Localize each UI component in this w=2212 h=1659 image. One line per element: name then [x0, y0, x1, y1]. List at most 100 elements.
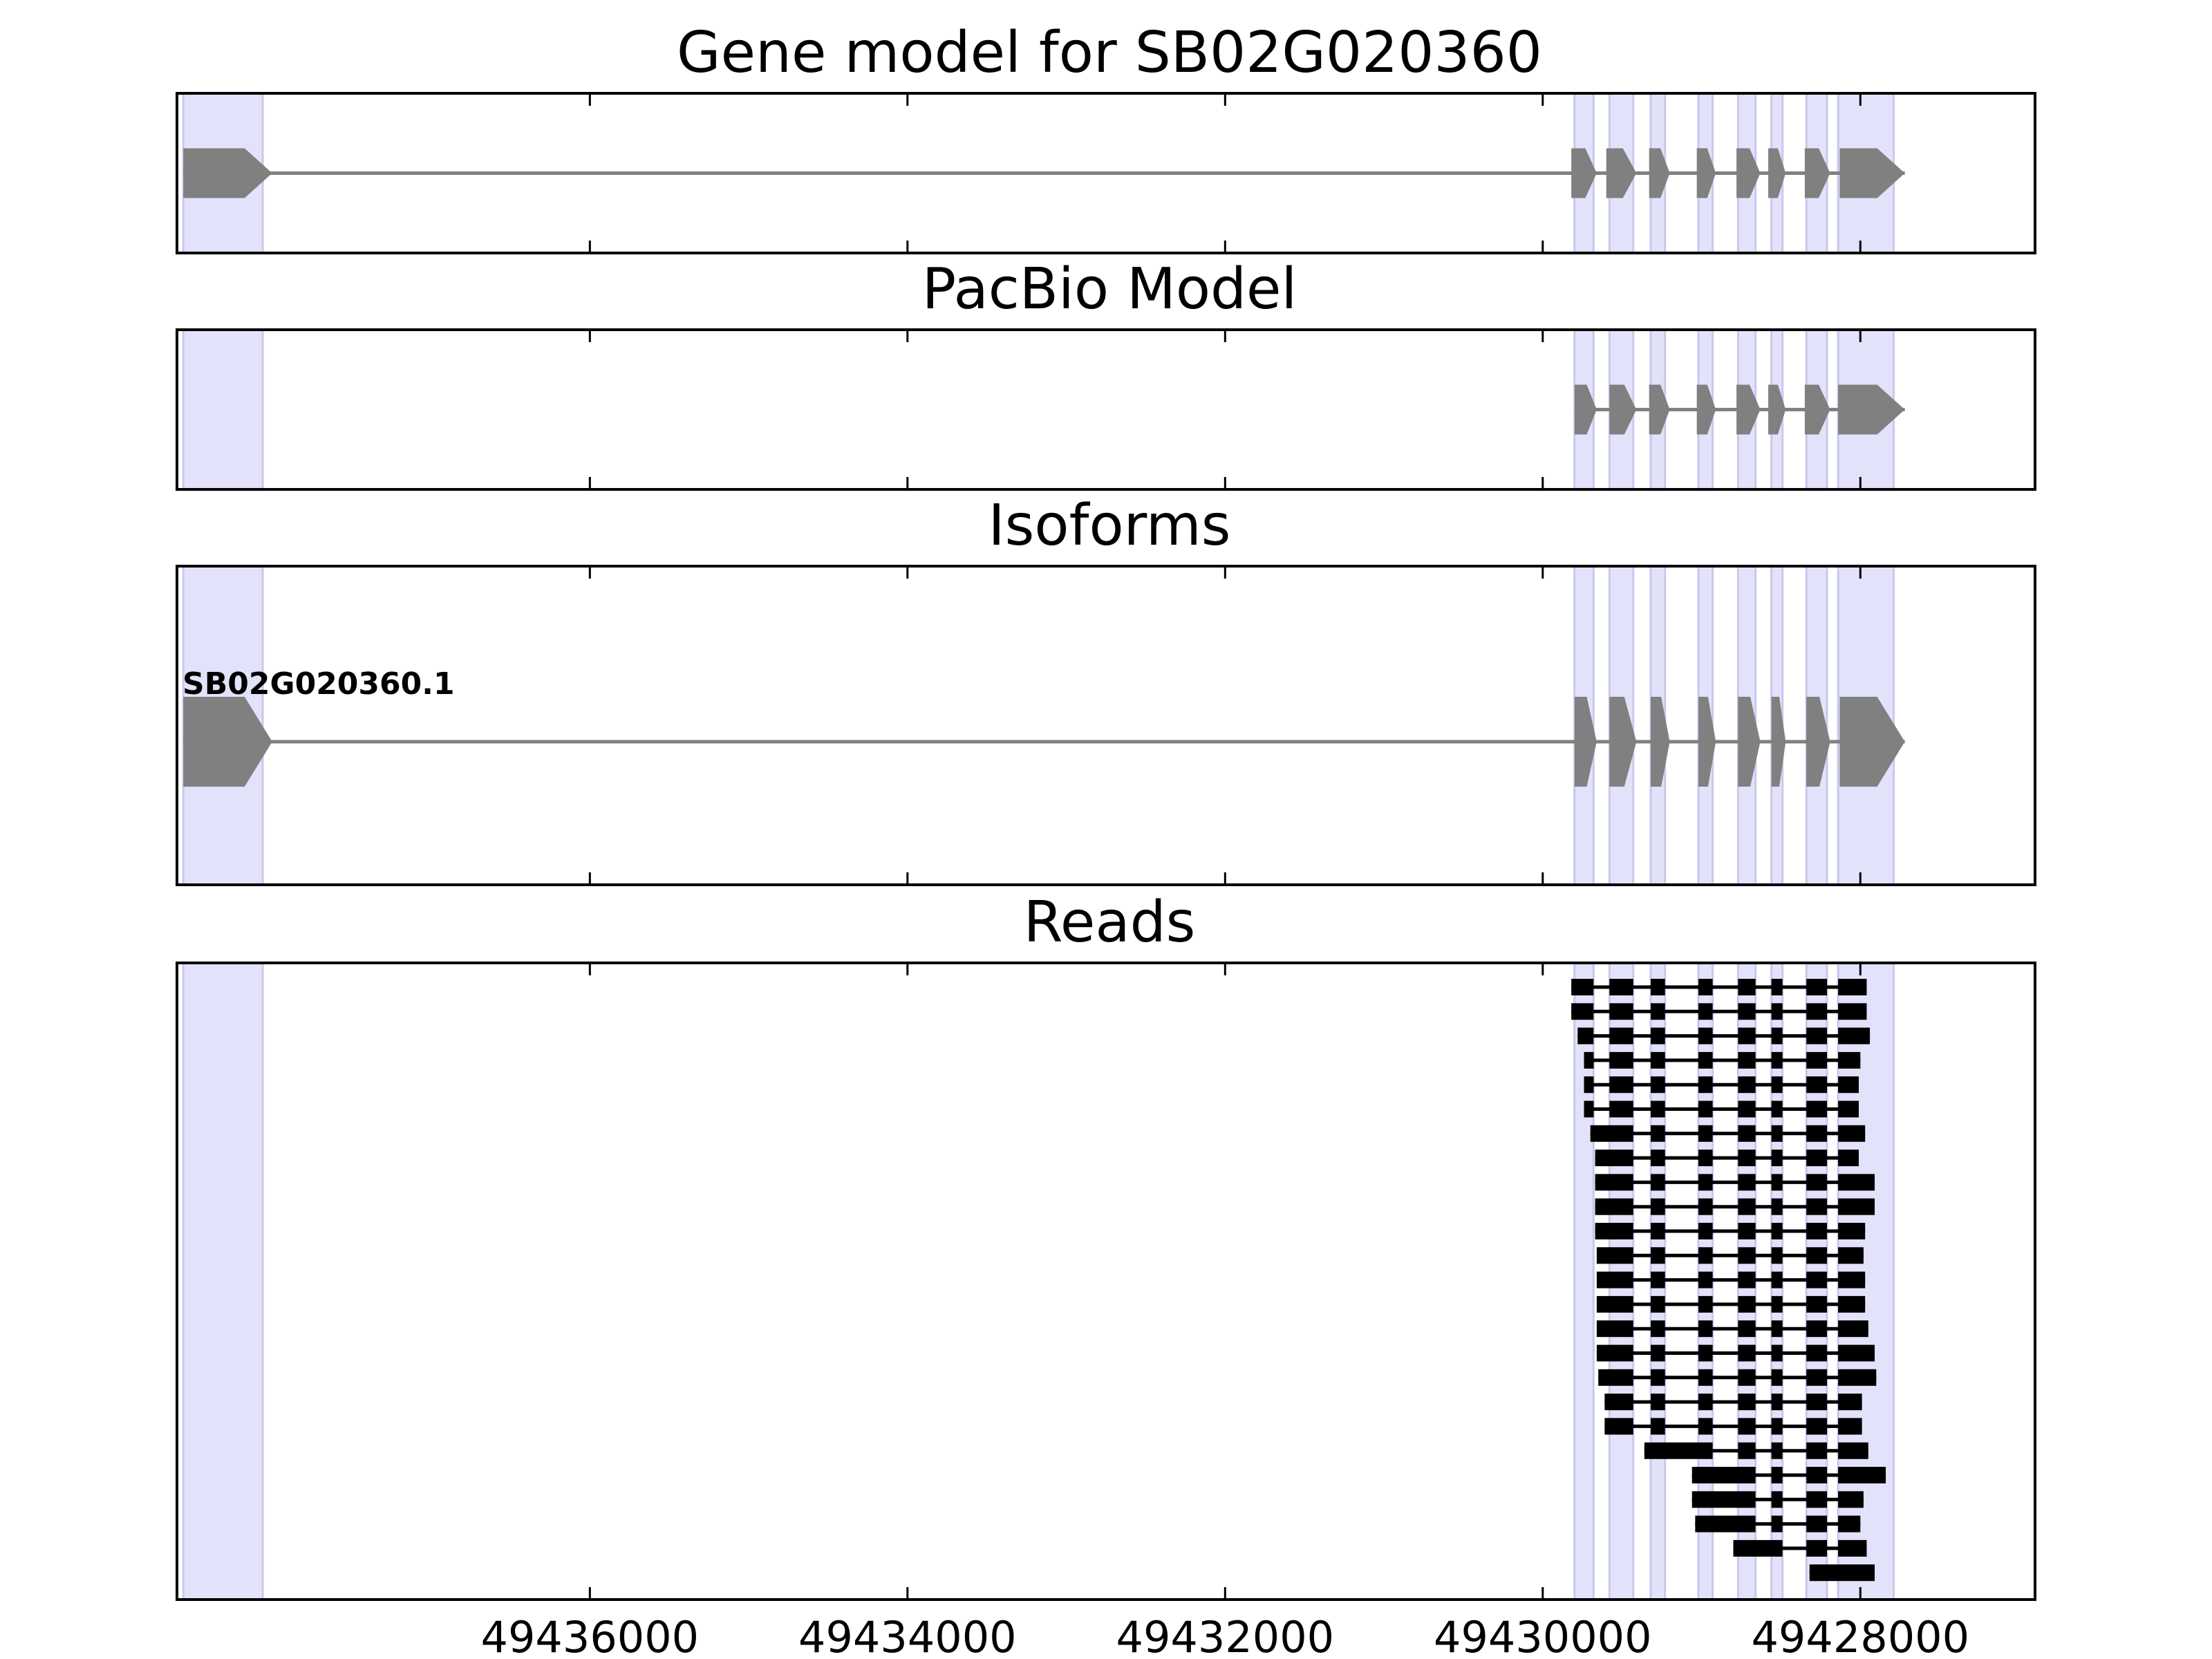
read-exon-block: [1651, 1295, 1665, 1313]
read-exon-block: [1698, 1125, 1713, 1142]
read-exon-block: [1806, 1125, 1828, 1142]
exon-highlight-band: [1573, 962, 1595, 1601]
read-exon-block: [1806, 1247, 1828, 1264]
read: [1809, 1564, 1875, 1582]
read-exon-block: [1771, 1394, 1783, 1411]
read-exon-block: [1806, 1467, 1828, 1483]
read-exon-block: [1806, 1418, 1828, 1435]
read-exon-block: [1771, 1515, 1783, 1533]
read-exon-block: [1651, 979, 1665, 995]
read-exon-block: [1695, 1515, 1756, 1533]
read-exon-block: [1838, 1539, 1867, 1557]
read-exon-block: [1838, 1247, 1864, 1264]
read-exon-block: [1604, 1394, 1633, 1411]
read: [1596, 1344, 1875, 1362]
read-exon-block: [1806, 1320, 1828, 1338]
read: [1595, 1174, 1875, 1191]
read-exon-block: [1806, 1271, 1828, 1288]
exon-block: [1736, 384, 1761, 435]
panel-frame: [176, 92, 2036, 254]
read-exon-block: [1806, 1174, 1828, 1191]
read: [1584, 1076, 1859, 1094]
read-exon-block: [1838, 1467, 1886, 1483]
read-exon-block: [1771, 1295, 1783, 1313]
x-tick-label: 49432000: [1116, 1612, 1335, 1659]
read-exon-block: [1838, 1515, 1861, 1533]
exon-block: [1736, 148, 1761, 198]
read-exon-block: [1738, 1369, 1756, 1386]
exon-block: [1804, 148, 1830, 198]
read-exon-block: [1738, 1174, 1756, 1191]
read-exon-block: [1595, 1198, 1633, 1215]
read-exon-block: [1651, 1247, 1665, 1264]
read-exon-block: [1771, 1418, 1783, 1435]
read-exon-block: [1738, 1198, 1756, 1215]
plot-layer: [176, 92, 2036, 1601]
read-exon-block: [1838, 1369, 1877, 1386]
read: [1596, 1247, 1864, 1264]
read-exon-block: [1838, 1027, 1871, 1044]
panel-title-gene-model: Gene model for SB02G020360: [677, 20, 1542, 86]
exon-block: [1838, 384, 1905, 435]
read-exon-block: [1651, 1418, 1665, 1435]
read-exon-block: [1738, 1003, 1756, 1020]
read-exon-block: [1806, 1394, 1828, 1411]
read-exon-block: [1771, 1125, 1783, 1142]
exon-block: [183, 148, 272, 198]
read-exon-block: [1595, 1223, 1633, 1239]
read-exon-block: [1596, 1320, 1633, 1338]
panel-isoforms: Isoforms: [988, 493, 1231, 559]
panel-title-pacbio-model: PacBio Model: [922, 256, 1297, 322]
read-exon-block: [1698, 1051, 1713, 1069]
x-axis: 49436000 49434000 49432000 49430000 4942…: [481, 1612, 1970, 1659]
isoform-label: SB02G020360.1: [182, 666, 455, 702]
exon-block: [1696, 148, 1716, 198]
read-exon-block: [1771, 1003, 1783, 1020]
read-exon-block: [1651, 1100, 1665, 1118]
read-exon-block: [1738, 1076, 1756, 1094]
read-exon-block: [1698, 1150, 1713, 1167]
read-exon-block: [1651, 1051, 1665, 1069]
read-exon-block: [1596, 1295, 1633, 1313]
read-exon-block: [1691, 1467, 1756, 1483]
read: [1604, 1418, 1862, 1435]
read-exon-block: [1738, 1442, 1756, 1459]
read-exon-block: [1596, 1271, 1633, 1288]
read-exon-block: [1651, 1125, 1665, 1142]
exon-block: [1806, 697, 1830, 787]
read: [1644, 1442, 1868, 1459]
read-exon-block: [1698, 1076, 1713, 1094]
read-exon-block: [1838, 1344, 1875, 1362]
read-exon-block: [1771, 1076, 1783, 1094]
exon-block: [1839, 697, 1905, 787]
panel-reads: Reads: [1024, 890, 1196, 955]
read-exon-block: [1806, 1344, 1828, 1362]
panel-frame: [176, 565, 2036, 886]
read-exon-block: [1609, 1100, 1633, 1118]
read-exon-block: [1738, 1271, 1756, 1288]
read-exon-block: [1806, 1223, 1828, 1239]
read-exon-block: [1698, 1271, 1713, 1288]
panel-plot-area: [176, 328, 2036, 491]
read-exon-block: [1651, 1394, 1665, 1411]
read-exon-block: [1806, 1295, 1828, 1313]
read-exon-block: [1595, 1174, 1633, 1191]
exon-block: [1768, 384, 1786, 435]
read-exon-block: [1571, 1003, 1594, 1020]
read-exon-block: [1771, 1247, 1783, 1264]
read-exon-block: [1738, 1150, 1756, 1167]
read: [1584, 1051, 1861, 1069]
read-exon-block: [1771, 1467, 1783, 1483]
read-exon-block: [1698, 1198, 1713, 1215]
read: [1598, 1369, 1877, 1386]
read-exon-block: [1806, 1100, 1828, 1118]
read-exon-block: [1809, 1564, 1875, 1582]
exon-block: [1649, 148, 1670, 198]
read-exon-block: [1838, 1418, 1862, 1435]
read-exon-block: [1698, 1247, 1713, 1264]
read: [1595, 1223, 1866, 1239]
read-exon-block: [1806, 1369, 1828, 1386]
panel-pacbio-model: PacBio Model: [922, 256, 1297, 322]
read-exon-block: [1651, 1076, 1665, 1094]
read-exon-block: [1771, 1320, 1783, 1338]
